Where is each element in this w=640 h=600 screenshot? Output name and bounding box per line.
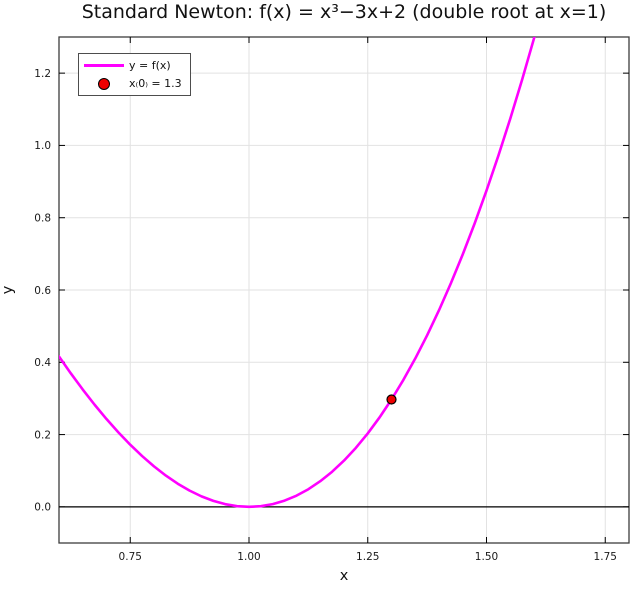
legend: y = f(x) x₍0₎ = 1.3 xyxy=(78,53,191,96)
x-tick-label: 1.50 xyxy=(475,551,498,563)
y-tick-label: 0.6 xyxy=(34,285,51,297)
y-axis-label: y xyxy=(0,285,16,295)
legend-swatch xyxy=(83,77,125,90)
y-tick-label: 0.8 xyxy=(34,213,51,225)
curve-y-fx xyxy=(59,37,536,509)
x-tick-label: 1.00 xyxy=(237,551,260,563)
x-axis-label: x xyxy=(339,568,349,584)
legend-item-curve: y = f(x) xyxy=(83,57,186,75)
x-tick-label: 1.75 xyxy=(594,551,617,563)
plot-title: Standard Newton: f(x) = x³−3x+2 (double … xyxy=(81,1,607,23)
y-tick-label: 1.2 xyxy=(34,68,51,80)
y-tick-label: 0.2 xyxy=(34,429,51,441)
y-tick-label: 1.0 xyxy=(34,140,51,152)
legend-label-point: x₍0₎ = 1.3 xyxy=(129,77,182,90)
legend-item-point: x₍0₎ = 1.3 xyxy=(83,75,186,93)
initial-point-marker xyxy=(386,394,397,405)
legend-swatch xyxy=(83,64,125,67)
point-marker-sample-icon xyxy=(98,77,110,90)
legend-label-curve: y = f(x) xyxy=(129,59,171,72)
curve-line-sample-icon xyxy=(84,64,124,67)
y-tick-label: 0.4 xyxy=(34,357,51,369)
x-tick-label: 0.75 xyxy=(119,551,142,563)
y-tick-label: 0.0 xyxy=(34,502,51,514)
x-tick-label: 1.25 xyxy=(356,551,379,563)
